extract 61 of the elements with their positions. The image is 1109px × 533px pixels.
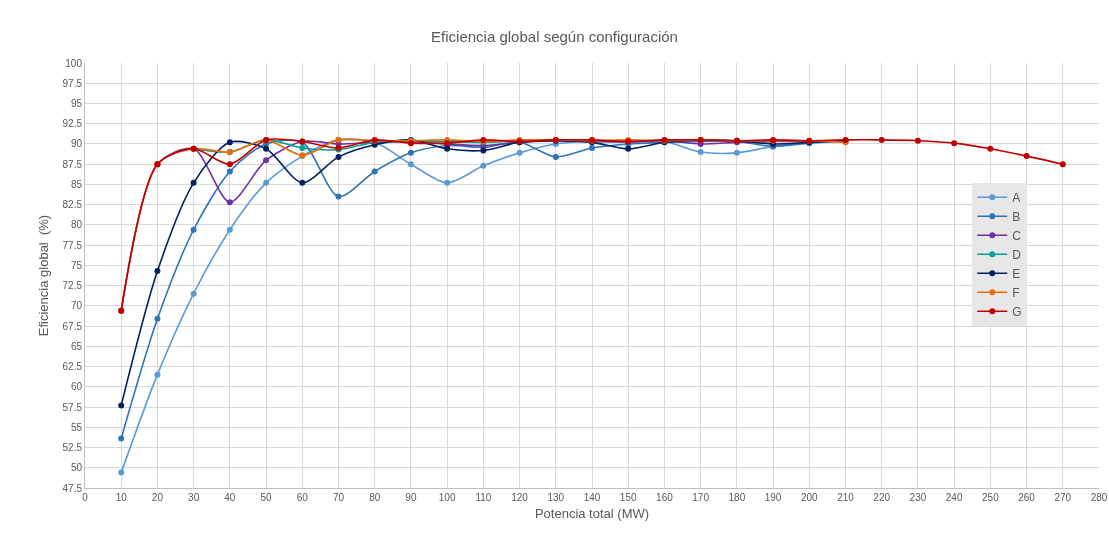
- y-tick-label: 97.5: [62, 77, 83, 89]
- x-tick-label: 90: [405, 492, 417, 503]
- y-tick-label: 75: [70, 259, 83, 271]
- y-tick-label: 92.5: [62, 118, 83, 130]
- x-tick-label: 150: [619, 492, 637, 503]
- x-tick-label: 220: [873, 492, 891, 503]
- y-tick-label: 52.5: [62, 442, 83, 454]
- x-tick-label: 270: [1054, 492, 1072, 503]
- x-tick-label: 30: [188, 492, 200, 503]
- x-tick-label: 130: [547, 492, 565, 503]
- x-tick-label: 280: [1090, 492, 1108, 503]
- legend-label: A: [1012, 190, 1021, 205]
- y-tick-label: 85: [70, 178, 83, 190]
- x-tick-label: 20: [151, 492, 164, 503]
- legend-label: C: [1012, 228, 1022, 243]
- x-tick-label: 250: [982, 492, 1000, 503]
- y-tick-label: 47.5: [62, 482, 83, 494]
- x-tick-label: 240: [945, 492, 963, 503]
- x-tick-label: 110: [475, 492, 492, 503]
- x-tick-label: 190: [764, 492, 782, 503]
- legend-label: B: [1012, 209, 1021, 224]
- x-tick-label: 40: [224, 492, 236, 503]
- y-tick-label: 80: [70, 219, 83, 231]
- x-tick-label: 170: [692, 492, 710, 503]
- x-tick-label: 230: [909, 492, 927, 503]
- x-tick-label: 70: [332, 492, 345, 503]
- y-tick-label: 90: [70, 138, 83, 150]
- y-tick-label: 87.5: [62, 158, 83, 170]
- x-tick-label: 180: [728, 492, 746, 503]
- y-tick-label: 65: [70, 340, 83, 352]
- x-tick-label: 200: [800, 492, 819, 503]
- y-tick-label: 67.5: [62, 320, 83, 332]
- y-tick-label: 70: [70, 300, 83, 312]
- x-tick-label: 50: [260, 492, 273, 503]
- x-tick-label: 80: [369, 492, 381, 503]
- x-tick-label: 260: [1018, 492, 1036, 503]
- legend-label: E: [1012, 266, 1021, 281]
- y-tick-label: 100: [65, 57, 83, 69]
- y-tick-label: 60: [70, 381, 83, 393]
- x-tick-label: 120: [511, 492, 529, 503]
- x-tick-label: 0: [82, 492, 89, 503]
- y-tick-label: 57.5: [62, 401, 83, 413]
- x-tick-label: 10: [115, 492, 128, 503]
- legend-label: F: [1012, 285, 1020, 300]
- chart-title: Eficiencia global según configuración: [431, 28, 678, 46]
- y-tick-label: 95: [70, 97, 83, 109]
- y-tick-label: 55: [70, 421, 83, 433]
- legend-label: D: [1012, 247, 1022, 262]
- y-tick-label: 72.5: [62, 280, 83, 292]
- x-tick-label: 140: [583, 492, 601, 503]
- x-tick-label: 210: [837, 492, 855, 503]
- x-tick-label: 60: [296, 492, 309, 503]
- x-tick-label: 160: [656, 492, 674, 503]
- legend-label: G: [1012, 304, 1022, 319]
- x-axis-title: Potencia total (MW): [534, 505, 650, 521]
- y-tick-label: 77.5: [62, 239, 83, 251]
- y-tick-label: 82.5: [62, 199, 83, 211]
- y-axis-title: Eficiencia global (%): [36, 214, 52, 337]
- y-tick-label: 50: [70, 462, 83, 474]
- x-tick-label: 100: [438, 492, 456, 503]
- y-tick-label: 62.5: [62, 361, 83, 373]
